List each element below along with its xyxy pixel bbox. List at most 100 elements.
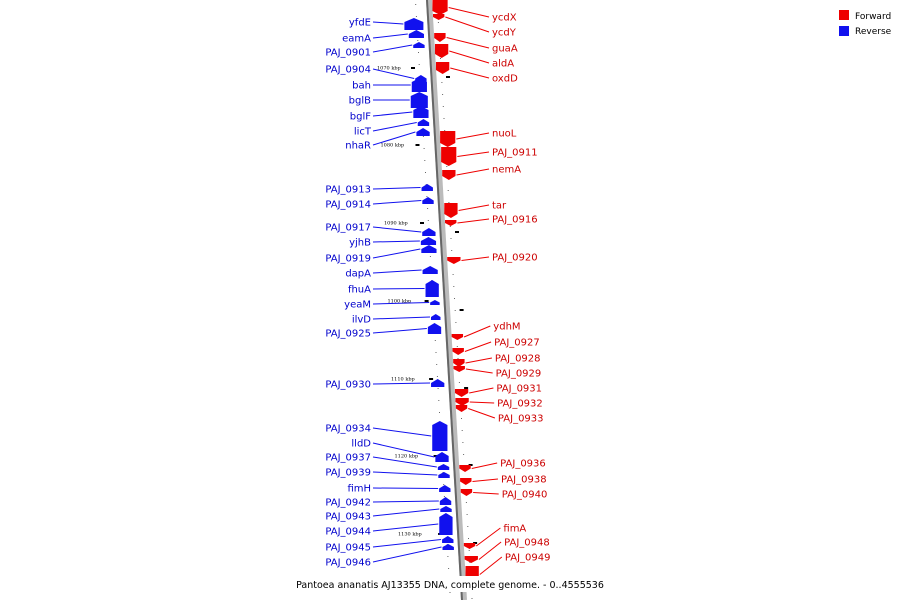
reverse-gene-fhua[interactable]: fhuA bbox=[348, 280, 439, 297]
reverse-gene-dapa[interactable]: dapA bbox=[345, 266, 438, 280]
reverse-gene-paj-0930[interactable]: PAJ_0930 bbox=[325, 379, 445, 391]
gene-arrow bbox=[432, 14, 445, 20]
gene-label: lldD bbox=[351, 439, 371, 450]
reverse-gene-paj-0925[interactable]: PAJ_0925 bbox=[325, 323, 442, 340]
gene-arrow bbox=[442, 170, 456, 180]
gene-connector bbox=[446, 37, 490, 49]
kbp-tick-right bbox=[446, 76, 450, 78]
gene-connector bbox=[463, 325, 491, 338]
kbp-label: 1110 kbp bbox=[391, 377, 415, 383]
scale-tick bbox=[458, 382, 460, 383]
reverse-gene-yeam[interactable]: yeaM bbox=[344, 300, 440, 311]
forward-gene-fima[interactable]: fimA bbox=[463, 524, 527, 550]
gene-label: dapA bbox=[345, 269, 371, 280]
scale-tick bbox=[447, 190, 449, 191]
gene-label: oxdD bbox=[492, 74, 518, 85]
gene-connector bbox=[372, 44, 413, 53]
forward-gene-ydhm[interactable]: ydhM bbox=[451, 322, 521, 341]
scale-tick bbox=[461, 418, 462, 419]
reverse-gene-lict[interactable]: licT bbox=[354, 119, 430, 138]
forward-gene-paj-0938[interactable]: PAJ_0938 bbox=[460, 475, 547, 486]
gene-connector bbox=[372, 68, 415, 79]
gene-label: PAJ_0942 bbox=[325, 498, 371, 509]
gene-label: PAJ_0920 bbox=[492, 253, 538, 264]
reverse-gene-paj-0934[interactable]: PAJ_0934 bbox=[325, 421, 448, 451]
reverse-gene-bglb[interactable]: bglB bbox=[349, 92, 428, 108]
reverse-gene-paj-0942[interactable]: PAJ_0942 bbox=[325, 497, 452, 509]
forward-gene-nema[interactable]: nemA bbox=[442, 165, 521, 181]
gene-connector bbox=[478, 541, 502, 560]
gene-label: PAJ_0914 bbox=[325, 200, 371, 211]
forward-gene-paj-0940[interactable]: PAJ_0940 bbox=[460, 489, 548, 501]
forward-gene-paj-0928[interactable]: PAJ_0928 bbox=[453, 354, 541, 368]
gene-connector bbox=[372, 328, 427, 334]
gene-connector bbox=[372, 500, 439, 503]
forward-gene-paj-0916[interactable]: PAJ_0916 bbox=[445, 215, 538, 227]
reverse-gene-paj-0919[interactable]: PAJ_0919 bbox=[325, 245, 437, 265]
reverse-gene-paj-0946[interactable]: PAJ_0946 bbox=[325, 544, 454, 569]
gene-arrow bbox=[435, 62, 450, 74]
reverse-gene-bah[interactable]: bah bbox=[352, 78, 427, 92]
chromosome-backbone bbox=[426, 0, 463, 600]
reverse-gene-yjhb[interactable]: yjhB bbox=[349, 237, 437, 249]
reverse-gene-nhar[interactable]: nhaR bbox=[345, 128, 430, 152]
legend-forward-label: Forward bbox=[855, 12, 891, 22]
reverse-gene-eama[interactable]: eamA bbox=[342, 30, 424, 45]
gene-label: PAJ_0932 bbox=[497, 399, 543, 410]
reverse-gene-bglf[interactable]: bglF bbox=[350, 106, 429, 123]
reverse-gene-lldd[interactable]: lldD bbox=[351, 439, 449, 463]
reverse-gene-paj-0914[interactable]: PAJ_0914 bbox=[325, 197, 434, 211]
forward-gene-oxdd[interactable]: oxdD bbox=[435, 62, 518, 85]
reverse-gene-paj-0945[interactable]: PAJ_0945 bbox=[325, 536, 454, 554]
reverse-gene-paj-0944[interactable]: PAJ_0944 bbox=[325, 513, 453, 538]
reverse-gene-paj-0917[interactable]: PAJ_0917 bbox=[325, 223, 436, 237]
gene-label: tar bbox=[492, 201, 507, 212]
reverse-gene-paj-0943[interactable]: PAJ_0943 bbox=[325, 506, 452, 523]
reverse-gene-paj-0913[interactable]: PAJ_0913 bbox=[325, 184, 433, 196]
scale-tick bbox=[442, 472, 444, 473]
gene-connector bbox=[372, 248, 421, 259]
gene-arrow bbox=[440, 131, 456, 147]
kbp-tick-right bbox=[464, 387, 469, 389]
forward-gene-guaa[interactable]: guaA bbox=[434, 33, 518, 55]
reverse-gene-ilvd[interactable]: ilvD bbox=[352, 314, 441, 326]
forward-gene-alda[interactable]: aldA bbox=[434, 44, 514, 70]
reverse-gene-fimh[interactable]: fimH bbox=[347, 484, 451, 495]
forward-gene-paj-0929[interactable]: PAJ_0929 bbox=[453, 366, 542, 380]
reverse-gene-yfde[interactable]: yfdE bbox=[349, 18, 424, 31]
forward-gene-nuol[interactable]: nuoL bbox=[440, 129, 517, 148]
scale-tick bbox=[417, 40, 419, 41]
reverse-gene-paj-0939[interactable]: PAJ_0939 bbox=[325, 468, 450, 479]
forward-gene-paj-0932[interactable]: PAJ_0932 bbox=[455, 398, 543, 410]
gene-label: PAJ_0936 bbox=[500, 459, 546, 470]
gene-arrow bbox=[432, 0, 448, 15]
forward-gene-paj-0927[interactable]: PAJ_0927 bbox=[452, 338, 540, 356]
gene-label: fimH bbox=[347, 484, 371, 495]
forward-gene-paj-0931[interactable]: PAJ_0931 bbox=[454, 384, 542, 398]
gene-connector bbox=[457, 218, 490, 224]
gene-arrow bbox=[430, 300, 440, 305]
gene-connector bbox=[449, 50, 490, 64]
forward-gene-paj-0948[interactable]: PAJ_0948 bbox=[464, 538, 550, 564]
gene-connector bbox=[372, 111, 413, 117]
gene-arrow bbox=[413, 106, 429, 118]
forward-gene-paj-0936[interactable]: PAJ_0936 bbox=[459, 459, 546, 473]
gene-label: guaA bbox=[492, 44, 518, 55]
gene-connector bbox=[468, 408, 496, 419]
gene-arrow bbox=[432, 421, 448, 451]
gene-arrow bbox=[408, 30, 424, 38]
forward-gene-paj-0911[interactable]: PAJ_0911 bbox=[441, 147, 538, 166]
gene-connector bbox=[372, 316, 431, 320]
forward-gene-paj-0933[interactable]: PAJ_0933 bbox=[455, 405, 544, 425]
forward-gene-ycdx[interactable]: ycdX bbox=[432, 0, 517, 24]
forward-gene-paj-0920[interactable]: PAJ_0920 bbox=[447, 253, 538, 265]
reverse-gene-paj-0937[interactable]: PAJ_0937 bbox=[325, 453, 450, 471]
scale-tick bbox=[449, 592, 451, 593]
scale-tick bbox=[436, 376, 438, 377]
reverse-gene-paj-0901[interactable]: PAJ_0901 bbox=[325, 42, 425, 59]
gene-arrow bbox=[451, 334, 464, 340]
forward-gene-ycdy[interactable]: ycdY bbox=[432, 14, 517, 39]
forward-gene-tar[interactable]: tar bbox=[444, 201, 507, 219]
gene-arrow bbox=[459, 465, 471, 472]
gene-label: nemA bbox=[492, 165, 521, 176]
